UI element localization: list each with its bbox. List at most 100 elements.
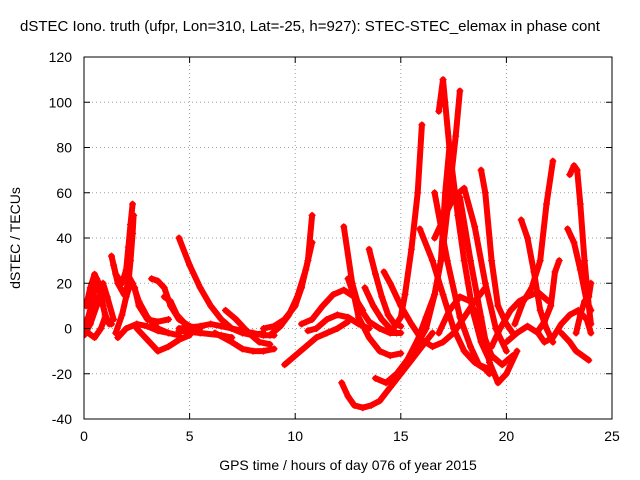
data-point xyxy=(84,318,88,326)
data-point xyxy=(435,329,443,337)
data-point xyxy=(175,325,183,332)
y-tick-label: 60 xyxy=(56,185,72,201)
series-line xyxy=(518,216,556,346)
data-point xyxy=(217,315,225,323)
data-point xyxy=(498,361,506,369)
data-point xyxy=(175,234,183,242)
data-point xyxy=(428,329,436,337)
data-point xyxy=(135,297,143,305)
data-series xyxy=(431,184,510,355)
data-point xyxy=(319,302,327,310)
data-point xyxy=(439,291,447,299)
data-point xyxy=(528,284,536,292)
data-point xyxy=(308,239,316,247)
data-point xyxy=(513,347,521,355)
data-point xyxy=(249,347,257,355)
data-point xyxy=(222,306,230,314)
data-point xyxy=(238,345,246,353)
x-tick-label: 0 xyxy=(80,428,88,444)
data-point xyxy=(585,293,593,301)
data-series xyxy=(122,268,183,339)
data-point xyxy=(126,257,134,265)
data-series xyxy=(84,270,111,326)
data-series xyxy=(222,306,274,348)
data-point xyxy=(435,107,443,115)
plot-area xyxy=(84,76,595,412)
data-point xyxy=(260,347,268,355)
data-point xyxy=(160,293,168,301)
data-point xyxy=(445,306,453,314)
x-tick-label: 15 xyxy=(393,428,409,444)
data-point xyxy=(266,331,274,339)
data-point xyxy=(361,284,369,292)
x-tick-label: 5 xyxy=(186,428,194,444)
data-point xyxy=(365,245,373,253)
series-line xyxy=(266,239,316,339)
data-point xyxy=(524,234,532,242)
data-point xyxy=(382,379,390,387)
data-point xyxy=(443,257,451,265)
data-point xyxy=(536,306,544,314)
data-point xyxy=(401,291,409,299)
data-point xyxy=(228,325,236,332)
data-point xyxy=(148,275,156,283)
data-point xyxy=(154,277,162,285)
chart-title: dSTEC Iono. truth (ufpr, Lon=310, Lat=-2… xyxy=(20,18,601,35)
data-point xyxy=(431,189,439,197)
data-point xyxy=(475,361,483,369)
data-point xyxy=(160,284,168,292)
data-point xyxy=(393,329,401,337)
data-point xyxy=(376,397,384,405)
data-series xyxy=(344,275,405,360)
data-point xyxy=(376,347,384,355)
data-point xyxy=(344,275,352,283)
data-point xyxy=(298,320,306,328)
y-tick-label: -20 xyxy=(52,366,72,382)
data-point xyxy=(407,245,415,253)
data-point xyxy=(397,322,405,330)
data-point xyxy=(344,313,352,321)
data-point xyxy=(228,338,236,346)
data-point xyxy=(407,320,415,328)
data-point xyxy=(367,401,375,409)
data-point xyxy=(380,268,388,276)
data-point xyxy=(439,76,447,84)
data-point xyxy=(466,343,474,351)
data-point xyxy=(543,325,551,332)
data-point xyxy=(129,279,137,287)
data-point xyxy=(371,374,379,382)
data-point xyxy=(344,392,352,400)
data-point xyxy=(534,329,542,337)
data-point xyxy=(422,325,430,332)
y-tick-label: 100 xyxy=(49,94,73,110)
data-point xyxy=(276,322,284,330)
data-series xyxy=(557,329,593,364)
data-point xyxy=(333,325,341,332)
data-series xyxy=(456,193,521,387)
data-point xyxy=(154,325,162,332)
data-point xyxy=(450,193,458,201)
data-point xyxy=(570,162,578,170)
data-point xyxy=(481,279,489,287)
axis-ticks: 0 5 10 15 20 25 -40 -20 0 20 40 60 80 100 120 xyxy=(49,49,620,444)
data-point xyxy=(519,297,527,305)
series-line xyxy=(435,293,516,368)
series-line xyxy=(435,76,493,364)
data-point xyxy=(564,225,572,233)
data-point xyxy=(312,325,320,332)
data-point xyxy=(386,279,394,287)
data-point xyxy=(587,320,595,328)
data-point xyxy=(481,189,489,197)
data-point xyxy=(397,313,405,321)
data-point xyxy=(507,306,515,314)
data-point xyxy=(196,284,204,292)
data-point xyxy=(513,329,521,337)
data-point xyxy=(93,302,101,310)
data-point xyxy=(578,352,586,360)
data-series xyxy=(572,279,595,337)
data-point xyxy=(536,257,544,265)
data-point xyxy=(167,297,175,305)
data-point xyxy=(266,340,274,348)
data-point xyxy=(143,313,151,321)
y-tick-label: 20 xyxy=(56,275,72,291)
